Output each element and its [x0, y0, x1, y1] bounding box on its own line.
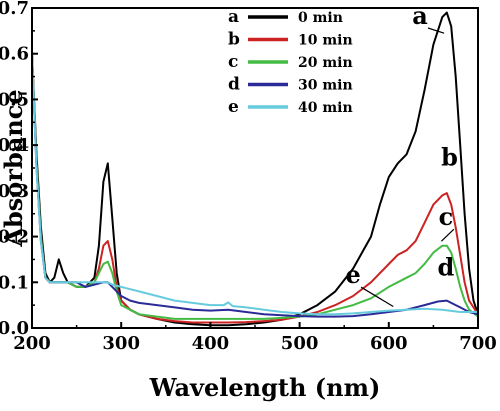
- y-tick-label: 0.0: [0, 318, 29, 339]
- legend-letter: a: [228, 7, 239, 27]
- series-line-e: [32, 53, 478, 316]
- curve-annotations: a b cd e: [345, 1, 458, 308]
- x-tick-label: 400: [192, 333, 230, 354]
- y-tick-label: 0.4: [0, 135, 29, 156]
- curve-label: a: [412, 1, 428, 30]
- series-line-d: [32, 53, 478, 318]
- legend-label: 30 min: [298, 78, 353, 94]
- x-tick-label: 300: [102, 333, 140, 354]
- series-lines: [32, 11, 478, 327]
- legend-label: 10 min: [298, 33, 353, 49]
- y-tick-label: 0.1: [0, 272, 29, 293]
- y-tick-label: 0.7: [0, 0, 29, 19]
- annotation-leader: [427, 27, 445, 34]
- y-tick-label: 0.6: [0, 44, 29, 65]
- legend-letter: d: [228, 75, 240, 95]
- plot-frame: [31, 7, 479, 329]
- annotation-leader: [441, 228, 455, 242]
- legend-letter: e: [228, 97, 239, 117]
- x-tick-label: 200: [13, 333, 51, 354]
- legend-label: 0 min: [298, 10, 343, 26]
- legend-letter: b: [228, 30, 240, 50]
- y-tick-label: 0.2: [0, 227, 29, 248]
- axis-tick-labels: 200 300 400 500 600 700 0.0 0.1 0.2 0.3 0.4 0.5 0.6 0…: [0, 0, 497, 354]
- x-tick-label: 500: [281, 333, 319, 354]
- legend: a 0 min b 10 min c 20 min d 30 min e 40 min: [228, 7, 353, 117]
- legend-label: 40 min: [298, 100, 353, 116]
- x-tick-label: 600: [370, 333, 408, 354]
- y-axis-title: Absorbance: [0, 89, 28, 247]
- x-tick-label: 700: [459, 333, 497, 354]
- x-axis-title: Wavelength (nm): [149, 373, 381, 402]
- curve-label: b: [441, 143, 458, 172]
- series-line-a: [32, 11, 478, 327]
- legend-letter: c: [228, 52, 238, 72]
- series-line-c: [32, 53, 478, 320]
- annotation-leader: [360, 286, 394, 308]
- curve-label: c: [439, 202, 454, 231]
- y-tick-label: 0.5: [0, 89, 29, 110]
- curve-label: e: [345, 260, 360, 289]
- curve-label: d: [437, 252, 454, 281]
- axis-ticks: [31, 7, 479, 329]
- legend-label: 20 min: [298, 55, 353, 71]
- y-tick-label: 0.3: [0, 181, 29, 202]
